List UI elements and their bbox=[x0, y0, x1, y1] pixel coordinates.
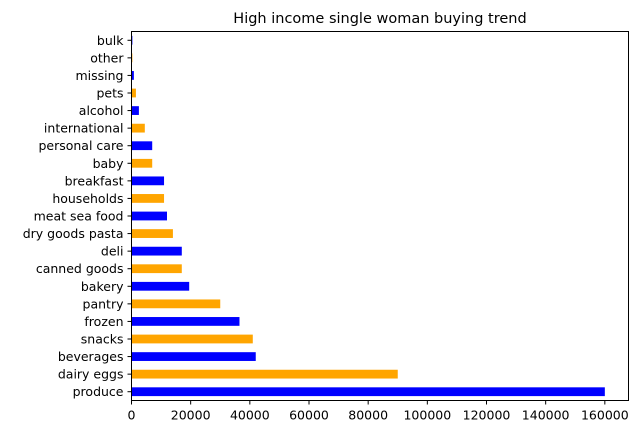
plot-frame bbox=[131, 31, 629, 401]
bar-missing bbox=[131, 71, 134, 80]
y-tick-label: canned goods bbox=[36, 261, 124, 276]
bar-deli bbox=[131, 246, 182, 256]
bar-households bbox=[131, 194, 165, 203]
y-tick-label: snacks bbox=[81, 332, 124, 347]
y-tick-label: deli bbox=[101, 244, 124, 259]
bar-dairy-eggs bbox=[131, 369, 398, 379]
bar-produce bbox=[131, 387, 605, 397]
bar-personal-care bbox=[131, 141, 153, 151]
y-tick-label: baby bbox=[93, 156, 125, 171]
bar-meat-sea-food bbox=[131, 211, 167, 221]
x-tick-label: 20000 bbox=[171, 408, 211, 423]
y-tick-label: breakfast bbox=[65, 173, 124, 188]
bar-canned-goods bbox=[131, 264, 182, 274]
y-tick-label: other bbox=[90, 50, 124, 65]
y-tick-label: bakery bbox=[81, 279, 124, 294]
x-tick-label: 0 bbox=[128, 408, 136, 423]
bar-pantry bbox=[131, 299, 221, 309]
bars-layer bbox=[131, 35, 605, 397]
y-tick-label: dry goods pasta bbox=[23, 226, 124, 241]
y-tick-label: international bbox=[44, 121, 124, 136]
y-tick-label: beverages bbox=[58, 349, 124, 364]
y-tick-label: alcohol bbox=[79, 103, 124, 118]
bar-snacks bbox=[131, 334, 253, 344]
y-tick-label: bulk bbox=[97, 33, 124, 48]
chart-title: High income single woman buying trend bbox=[233, 11, 526, 27]
y-tick-label: households bbox=[52, 191, 123, 206]
x-tick-label: 140000 bbox=[522, 408, 570, 423]
x-tick-label: 60000 bbox=[289, 408, 329, 423]
bar-pets bbox=[131, 88, 136, 98]
x-tick-label: 40000 bbox=[230, 408, 270, 423]
y-tick-label: meat sea food bbox=[34, 209, 124, 224]
y-tick-label: produce bbox=[73, 384, 124, 399]
bar-beverages bbox=[131, 352, 256, 361]
bar-baby bbox=[131, 158, 153, 168]
y-tick-label: missing bbox=[75, 68, 123, 83]
y-tick-label: pets bbox=[96, 86, 123, 101]
x-tick-label: 80000 bbox=[348, 408, 388, 423]
bar-dry-goods-pasta bbox=[131, 229, 173, 238]
y-axis: produce dairy eggs beverages snacks frozen pa… bbox=[23, 33, 132, 399]
bar-bakery bbox=[131, 281, 190, 291]
x-tick-label: 100000 bbox=[403, 408, 451, 423]
y-tick-label: dairy eggs bbox=[58, 367, 124, 382]
x-tick-label: 120000 bbox=[463, 408, 511, 423]
x-tick-label: 160000 bbox=[581, 408, 629, 423]
bar-frozen bbox=[131, 317, 240, 326]
y-tick-label: frozen bbox=[84, 314, 123, 329]
y-tick-label: pantry bbox=[83, 296, 125, 311]
bar-international bbox=[131, 123, 145, 133]
y-tick-label: personal care bbox=[38, 138, 123, 153]
bar-breakfast bbox=[131, 176, 165, 186]
x-axis: 0 20000 40000 60000 80000 100000 120000 140000 1… bbox=[128, 400, 629, 423]
bar-alcohol bbox=[131, 106, 139, 115]
